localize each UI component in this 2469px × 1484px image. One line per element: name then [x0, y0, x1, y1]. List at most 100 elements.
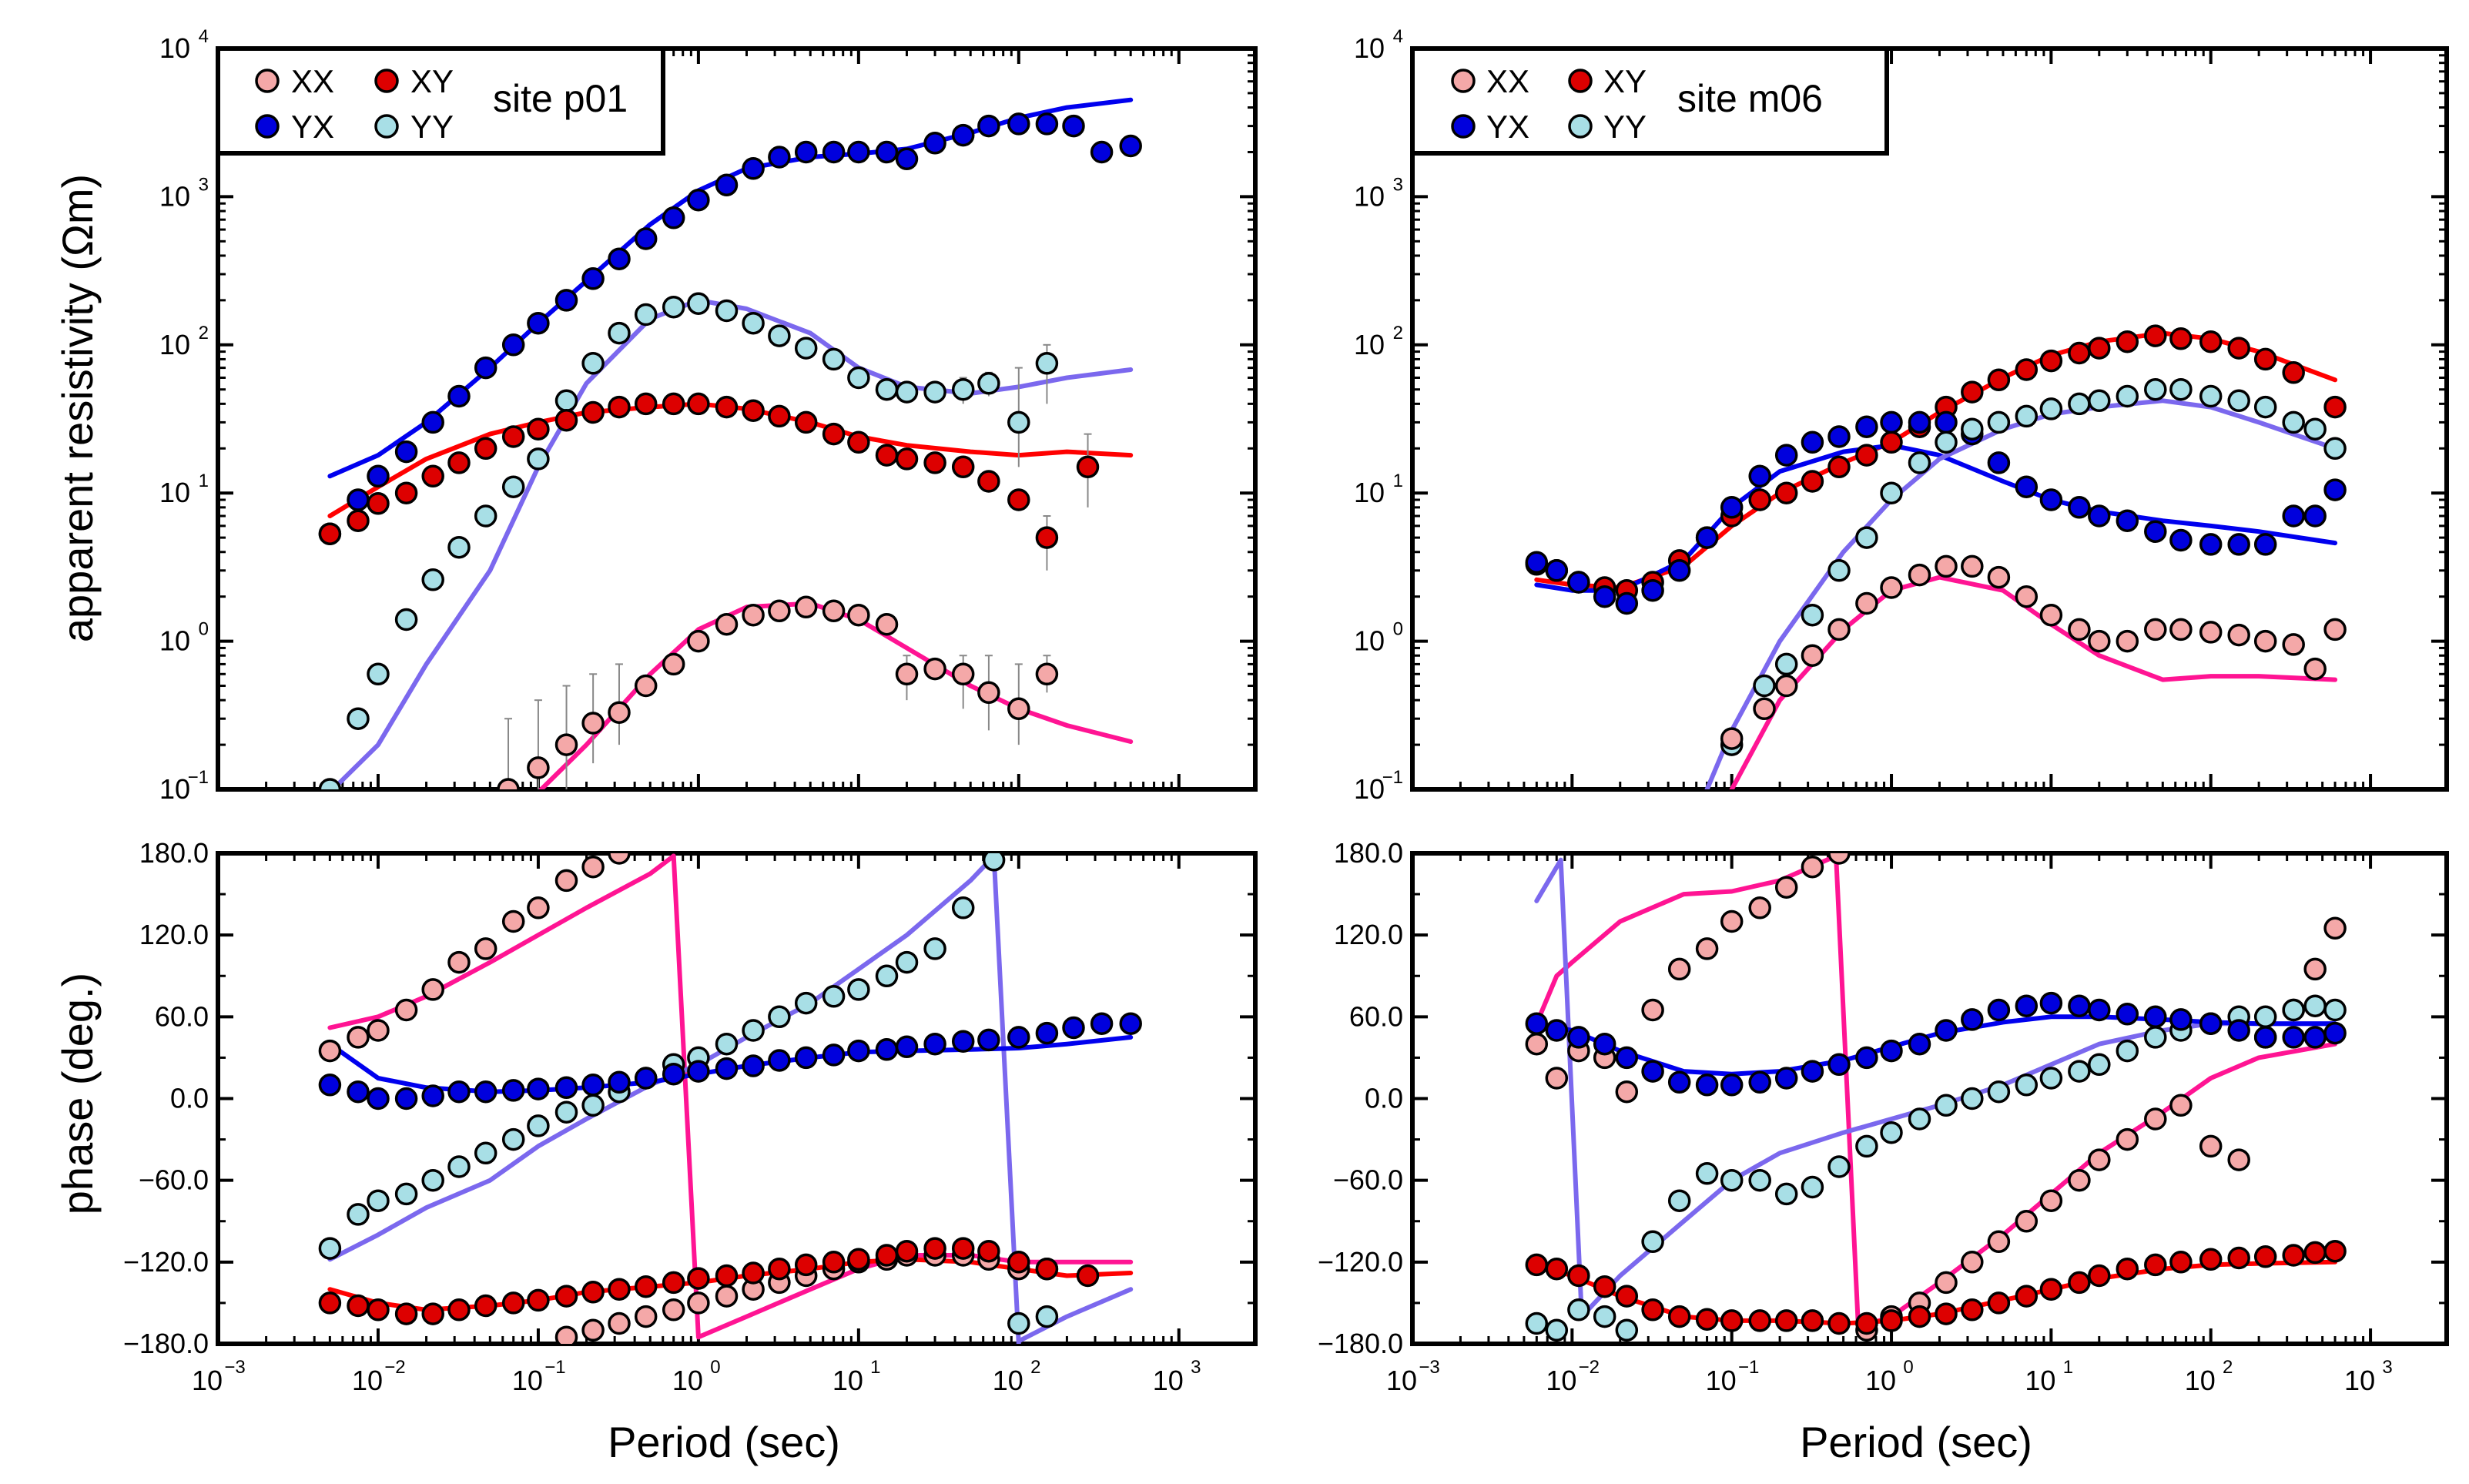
legend-label-yy: YY — [1603, 109, 1647, 145]
data-point-yx — [1880, 1039, 1903, 1063]
data-point-yx — [1908, 410, 1931, 434]
data-point-xy — [1774, 481, 1798, 504]
data-point-yy — [1567, 1298, 1590, 1322]
y-tick-label: 10 — [1354, 329, 1385, 360]
data-point-yy — [1827, 1155, 1851, 1178]
data-point-xy — [347, 1294, 370, 1318]
data-point-yy — [581, 352, 605, 375]
data-point-yy — [768, 324, 791, 347]
data-point-yx — [742, 157, 765, 180]
data-point-xx — [1720, 909, 1744, 933]
data-point-xy — [895, 447, 919, 471]
data-point-yx — [1748, 464, 1771, 488]
data-point-xy — [2199, 1248, 2223, 1271]
data-point-yy — [2199, 384, 2223, 408]
x-tick-exponent: −1 — [1738, 1357, 1759, 1378]
y-tick-exponent: −1 — [188, 767, 209, 788]
data-point-xy — [768, 1257, 791, 1281]
data-point-xy — [2088, 337, 2111, 360]
data-point-xy — [794, 410, 818, 434]
data-point-xx — [581, 712, 605, 735]
period-axis-label-left: Period (sec) — [608, 1418, 840, 1466]
data-point-yy — [474, 1141, 497, 1165]
data-point-yy — [447, 1155, 471, 1178]
y-tick-label: 10 — [159, 477, 190, 508]
data-point-xx — [2116, 1127, 2139, 1151]
data-point-yx — [527, 311, 550, 335]
x-tick-label: 10 — [832, 1365, 863, 1396]
data-point-xy — [421, 1302, 444, 1325]
data-point-xy — [977, 1239, 1000, 1263]
data-point-xx — [715, 612, 739, 636]
data-point-yy — [1720, 1168, 1744, 1192]
data-point-yy — [1855, 1134, 1878, 1158]
plot-frame — [216, 46, 1258, 792]
data-point-yy — [1908, 1107, 1931, 1131]
data-point-xy — [581, 400, 605, 424]
data-point-yx — [447, 384, 471, 408]
data-point-xy — [822, 422, 846, 446]
data-point-yx — [742, 1054, 765, 1077]
legend-label-xy: XY — [410, 63, 454, 99]
data-point-xy — [1695, 1308, 1719, 1331]
data-point-yy — [1748, 1168, 1771, 1192]
data-point-xy — [367, 492, 390, 515]
y-tick-label: 10 — [1354, 477, 1385, 508]
data-point-xx — [2144, 618, 2167, 642]
data-point-yx — [421, 1084, 444, 1107]
site-label-p01: site p01 — [493, 77, 628, 120]
data-point-yx — [2068, 994, 2091, 1017]
data-point-xx — [367, 1019, 390, 1042]
data-point-xx — [742, 603, 765, 627]
data-point-xy — [1908, 1305, 1931, 1328]
y-tick-label: 10 — [1354, 773, 1385, 805]
data-point-xy — [447, 451, 471, 474]
data-point-xy — [1567, 1264, 1590, 1288]
data-point-yy — [1935, 430, 1958, 454]
data-point-yy — [768, 1005, 791, 1029]
data-point-xy — [875, 444, 899, 467]
data-point-yx — [951, 123, 975, 147]
model-curve-xx — [538, 601, 1134, 789]
data-point-xx — [2039, 603, 2063, 627]
y-tick-exponent: 4 — [199, 26, 209, 47]
data-point-yy — [895, 380, 919, 404]
data-point-xy — [581, 1281, 605, 1304]
data-point-xx — [634, 674, 658, 698]
legend-marker-xx — [255, 69, 280, 93]
data-point-xy — [2015, 358, 2039, 381]
data-point-yy — [847, 366, 870, 390]
data-point-xy — [951, 455, 975, 479]
data-point-yx — [715, 1057, 739, 1080]
model-curve-xx — [1834, 853, 1861, 1330]
data-point-xx — [2199, 1134, 2223, 1158]
data-point-xx — [608, 853, 631, 865]
data-point-xy — [367, 1298, 390, 1322]
data-point-xy — [554, 408, 578, 432]
data-point-yx — [2015, 994, 2039, 1017]
data-point-xy — [1007, 1251, 1030, 1274]
data-point-xy — [474, 437, 497, 461]
x-tick-label: 10 — [512, 1365, 543, 1396]
data-point-xy — [847, 1248, 870, 1271]
data-point-xy — [1076, 1264, 1100, 1288]
y-tick-label: 180.0 — [139, 837, 209, 869]
data-point-yy — [1593, 1305, 1616, 1328]
data-point-yy — [2088, 389, 2111, 413]
data-point-xy — [1667, 1305, 1691, 1328]
data-point-xy — [2039, 349, 2063, 373]
data-point-xx — [2068, 618, 2091, 642]
data-point-xx — [1935, 554, 1958, 578]
data-point-xx — [581, 855, 605, 879]
data-point-yy — [2039, 397, 2063, 420]
data-point-yx — [474, 1080, 497, 1104]
data-point-yx — [895, 147, 919, 171]
data-point-xx — [1695, 937, 1719, 960]
data-point-yy — [2144, 1026, 2167, 1049]
data-point-xy — [2323, 1239, 2347, 1263]
data-point-yx — [2088, 998, 2111, 1022]
y-tick-exponent: 1 — [199, 471, 209, 491]
data-point-xy — [2015, 1285, 2039, 1308]
data-point-xy — [1855, 444, 1878, 467]
y-tick-label: 120.0 — [1334, 919, 1403, 950]
